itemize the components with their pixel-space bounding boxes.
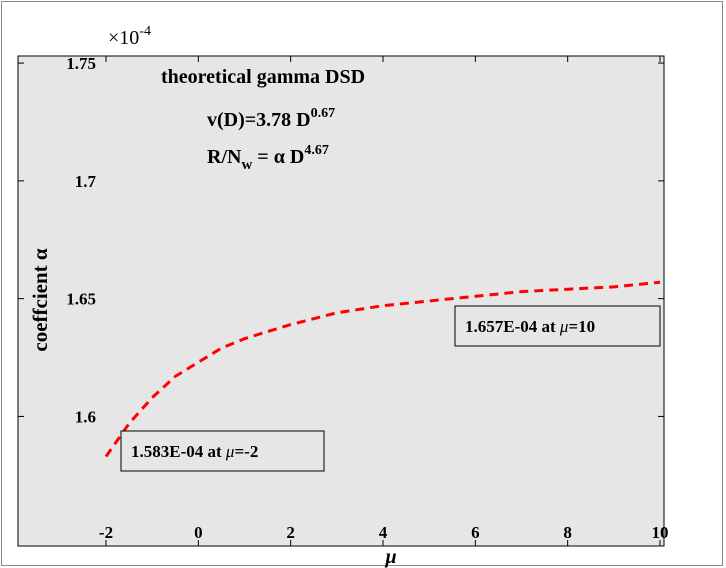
- x-tick-label: -2: [99, 523, 113, 542]
- y-tick-label: 1.7: [75, 172, 97, 191]
- plot-area: [18, 56, 664, 546]
- x-tick-label: 6: [471, 523, 480, 542]
- svg-text:1.583E-04 at μ=-2: 1.583E-04 at μ=-2: [131, 442, 258, 461]
- svg-text:1.657E-04 at μ=10: 1.657E-04 at μ=10: [465, 317, 595, 336]
- y-tick-label: 1.6: [75, 407, 96, 426]
- annotation-start: 1.583E-04 at μ=-2: [120, 430, 325, 472]
- y-tick-label: 1.65: [66, 290, 96, 309]
- x-tick-label: 10: [652, 523, 669, 542]
- x-tick-label: 2: [286, 523, 295, 542]
- y-tick-label: 1.75: [66, 54, 96, 73]
- x-tick-label: 0: [194, 523, 203, 542]
- annotation-end: 1.657E-04 at μ=10: [454, 305, 661, 347]
- text-line-ratio: R/Nw = α D4.67: [207, 143, 329, 173]
- x-tick-label: 8: [563, 523, 572, 542]
- text-line-velocity: v(D)=3.78 D0.67: [207, 106, 335, 131]
- series-line: [104, 280, 661, 458]
- y-axis-label: coeffcient α: [28, 248, 52, 352]
- x-axis-label: μ: [384, 546, 396, 568]
- x-tick-label: 4: [379, 523, 388, 542]
- text-line-title: theoretical gamma DSD: [161, 66, 365, 88]
- ticks-layer: -2 0 2 4 6 8 10 1.6 1.65 1.7 1.75: [18, 54, 669, 546]
- y-exponent-label: ×10-4: [108, 24, 151, 49]
- plot-border: [17, 55, 665, 547]
